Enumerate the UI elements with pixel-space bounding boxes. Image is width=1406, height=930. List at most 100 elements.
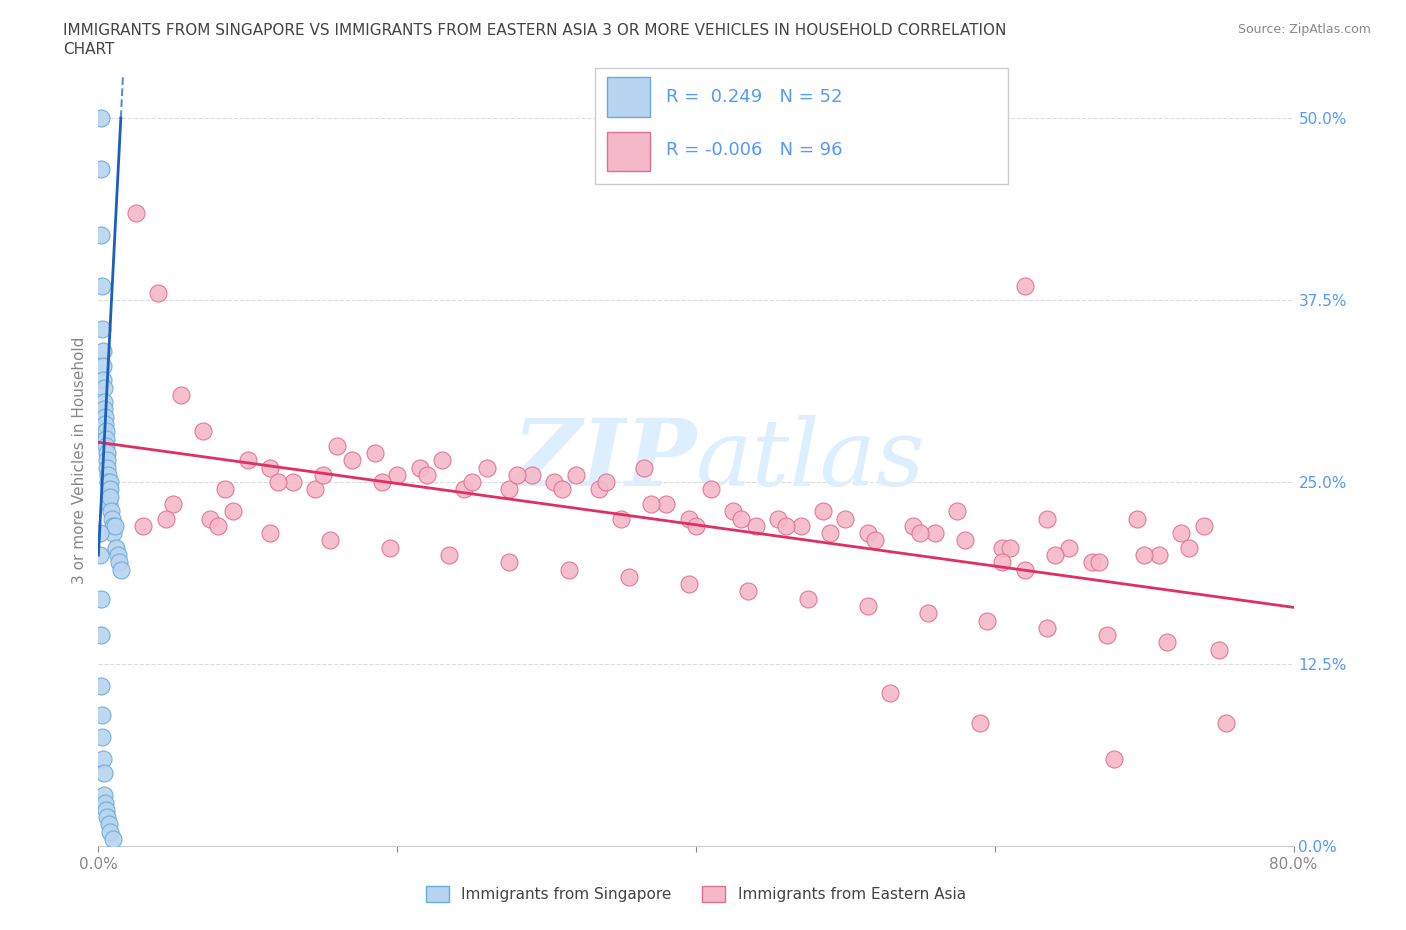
Point: [1215, 715, 1237, 730]
Point: [96, 810, 118, 825]
Point: [105, 540, 128, 555]
Point: [90, 162, 112, 177]
Point: [820, 525, 842, 540]
Point: [96, 453, 118, 468]
Point: [565, 468, 588, 483]
Point: [97, 482, 120, 497]
Point: [723, 504, 745, 519]
Point: [132, 518, 155, 533]
Point: [90, 679, 112, 694]
Point: [125, 206, 148, 220]
Point: [550, 482, 572, 497]
Point: [1178, 540, 1201, 555]
Point: [94, 417, 117, 432]
Point: [91, 751, 114, 766]
Point: [304, 482, 326, 497]
Point: [856, 599, 879, 614]
Point: [342, 453, 364, 468]
Point: [214, 482, 236, 497]
Point: [1081, 555, 1104, 570]
Point: [991, 540, 1014, 555]
Point: [93, 380, 115, 395]
Point: [94, 424, 117, 439]
Point: [93, 788, 115, 803]
Point: [879, 686, 901, 701]
Point: [655, 497, 678, 512]
Point: [908, 525, 931, 540]
Point: [364, 445, 387, 460]
Point: [1170, 525, 1192, 540]
Point: [93, 409, 115, 424]
Point: [222, 504, 245, 519]
Text: Source: ZipAtlas.com: Source: ZipAtlas.com: [1237, 23, 1371, 36]
Point: [730, 512, 752, 526]
Point: [789, 518, 811, 533]
Point: [998, 540, 1021, 555]
Point: [101, 512, 124, 526]
Point: [453, 482, 475, 497]
Point: [97, 489, 120, 504]
Point: [1014, 278, 1036, 293]
Point: [1133, 548, 1156, 563]
Point: [700, 482, 723, 497]
Point: [1036, 512, 1059, 526]
Text: R = -0.006   N = 96: R = -0.006 N = 96: [666, 141, 844, 159]
Point: [103, 831, 125, 846]
Legend: Immigrants from Singapore, Immigrants from Eastern Asia: Immigrants from Singapore, Immigrants fr…: [420, 880, 972, 908]
Point: [475, 460, 498, 475]
Point: [1208, 643, 1230, 658]
Point: [595, 474, 617, 489]
Y-axis label: 3 or more Vehicles in Household: 3 or more Vehicles in Household: [72, 337, 87, 584]
Point: [745, 518, 768, 533]
Point: [108, 555, 131, 570]
Point: [267, 474, 290, 489]
Point: [90, 628, 112, 643]
Point: [96, 438, 118, 453]
Point: [498, 482, 520, 497]
Point: [856, 525, 879, 540]
Point: [371, 474, 394, 489]
Point: [155, 512, 177, 526]
Point: [953, 533, 976, 548]
Point: [766, 512, 789, 526]
Text: ZIP: ZIP: [512, 416, 696, 505]
Point: [148, 286, 170, 300]
Point: [901, 518, 924, 533]
Point: [378, 540, 401, 555]
Point: [1156, 635, 1178, 650]
Point: [89, 525, 111, 540]
Point: [97, 468, 120, 483]
Point: [311, 468, 333, 483]
Point: [558, 562, 581, 577]
Point: [96, 460, 118, 475]
Point: [91, 344, 114, 359]
Point: [685, 518, 707, 533]
Point: [107, 548, 129, 563]
Point: [93, 766, 115, 781]
Point: [924, 525, 946, 540]
Point: [1095, 628, 1118, 643]
Point: [91, 358, 114, 373]
Point: [834, 512, 856, 526]
Point: [1014, 562, 1036, 577]
Point: [110, 562, 132, 577]
Point: [91, 730, 114, 745]
Point: [89, 548, 111, 563]
Point: [1043, 548, 1066, 563]
Point: [98, 824, 122, 839]
Point: [93, 394, 115, 409]
Point: [91, 373, 114, 388]
Point: [94, 795, 117, 810]
Point: [737, 584, 759, 599]
Point: [91, 322, 114, 337]
Text: CHART: CHART: [63, 42, 115, 57]
Point: [439, 548, 461, 563]
Point: [100, 504, 122, 519]
Bar: [607, 131, 650, 171]
Point: [191, 424, 214, 439]
Point: [633, 460, 655, 475]
Point: [520, 468, 543, 483]
Point: [506, 468, 529, 483]
Point: [1147, 548, 1170, 563]
Point: [90, 708, 112, 723]
